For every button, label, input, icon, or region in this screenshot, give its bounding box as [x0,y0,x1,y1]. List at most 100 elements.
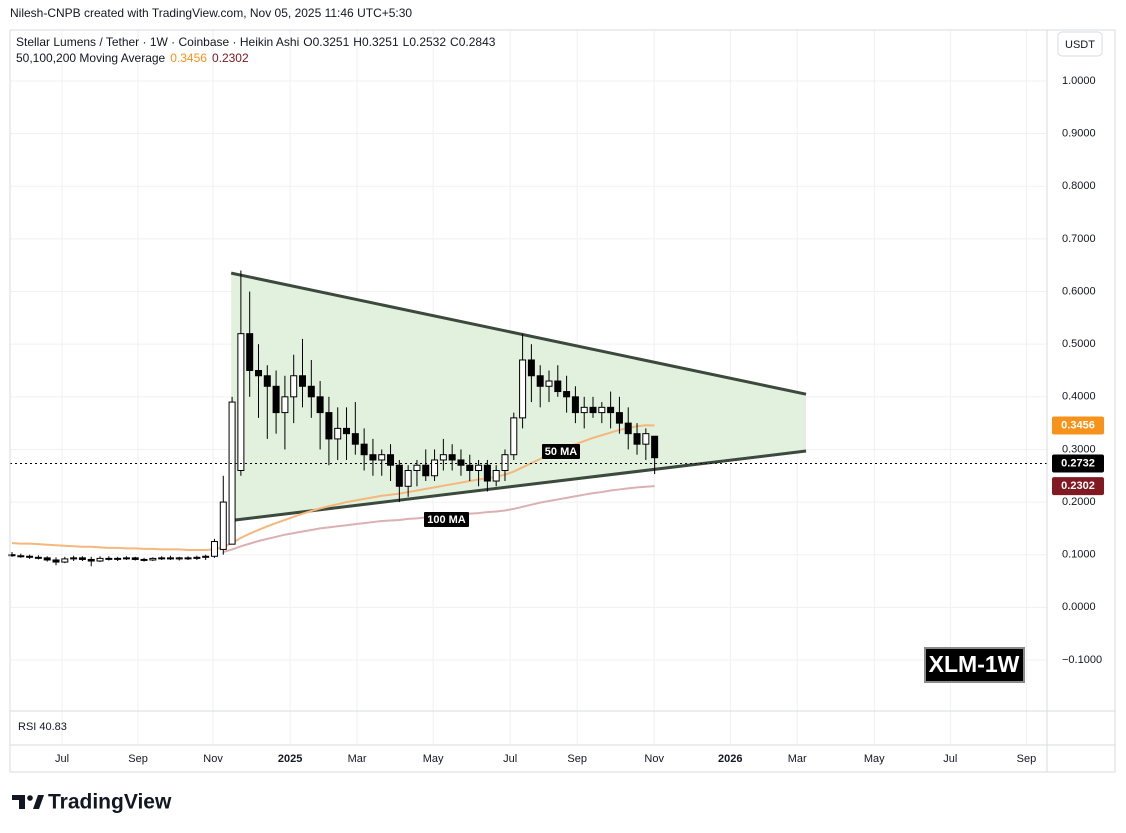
candle-body [87,558,95,562]
x-tick-label: Jul [943,753,957,765]
y-tick-label: 0.8000 [1062,180,1096,192]
ohlc-high: H0.3251 [353,35,399,49]
x-tick-label: Sep [1017,753,1037,765]
symbol-legend: Stellar Lumens / Tether · 1W · Coinbase … [16,35,496,49]
candle-body [316,396,324,414]
candle-body [387,454,395,466]
x-tick-label: Mar [788,753,807,765]
candle-body [26,555,34,558]
currency-button[interactable] [1057,31,1103,57]
price-badge [1052,477,1104,496]
y-tick-label: 0.4000 [1062,391,1096,403]
candle-body [422,464,430,477]
candle-body [615,412,623,424]
candle-body [510,417,518,456]
ma-label: 50 MA [545,446,577,458]
candle-body [325,412,333,440]
x-tick-label: Jul [503,753,517,765]
candle-body [633,433,641,445]
candle-body [413,464,421,471]
y-tick-label: 0.6000 [1062,285,1096,297]
candle-body [492,469,500,482]
ohlc-low: L0.2532 [403,35,447,49]
candle-body [580,406,588,414]
candle-body [122,557,130,560]
candle-body [360,443,368,456]
brand-logo [12,795,44,809]
ma-value: 0.3456 [170,51,207,65]
candle-body [219,501,227,550]
candle-body [105,557,113,560]
candle-body [501,454,509,471]
candles [8,270,659,567]
x-tick-label: Nov [203,753,223,765]
price-badge [1052,416,1104,435]
candle-body [210,541,218,557]
x-tick-label: May [864,753,885,765]
pattern-line [231,449,807,522]
candle-body [483,464,491,482]
ohlc-close: C0.2843 [450,35,496,49]
candle-body [263,375,271,387]
candle-body [166,557,174,560]
candle-body [395,464,403,487]
candle-body [554,380,562,393]
x-tick-label: May [423,753,444,765]
x-tick-label: Sep [567,753,587,765]
candle-body [351,433,359,445]
candle-body [624,422,632,435]
candle-body [131,557,139,560]
y-tick-label: 0.5000 [1062,338,1096,350]
candle-body [369,454,377,461]
candle-body [563,391,571,398]
pattern-line [230,271,807,396]
candle-body [642,433,650,445]
candle-body [184,557,192,560]
candle-body [466,464,474,471]
candle-body [334,427,342,440]
candle-body [52,559,60,563]
candle-body [343,427,351,435]
logo-mark [12,795,25,809]
candle-body [307,385,315,398]
candle-body [78,557,86,560]
price-badge [1052,454,1104,473]
grid [10,30,1047,745]
candle-body [175,557,183,560]
candle-body [598,406,606,414]
x-tick-label: Sep [128,753,148,765]
currency[interactable]: USDT [1065,39,1095,51]
y-tick-label: 0.7000 [1062,233,1096,245]
ma-title: 50,100,200 Moving Average [16,51,166,65]
candle-body [545,380,553,387]
candle-body [237,333,245,471]
chart-frame [9,29,1116,773]
candle-body [589,406,597,414]
candle-body [527,359,535,377]
candle-body [299,375,307,387]
candle-body [246,333,254,371]
candle-body [17,555,25,558]
x-tick-label: Nov [644,753,664,765]
ma-value: 0.2302 [212,51,249,65]
candle-body [281,396,289,414]
x-tick-label: Mar [348,753,367,765]
price-badge-label: 0.2302 [1061,480,1095,492]
y-tick-label: 0.9000 [1062,128,1096,140]
candle-body [378,454,386,461]
brand: TradingView [48,791,172,814]
candle-body [272,385,280,414]
y-tick-label: 0.0000 [1062,601,1096,613]
candle-body [607,406,615,414]
ma-label-box [542,444,580,459]
y-tick-label: 1.0000 [1062,75,1096,87]
x-tick-label: 2026 [718,753,742,765]
y-tick-label: 0.3000 [1062,443,1096,455]
watermark: XLM-1W [929,651,1020,677]
ma-label: 100 MA [427,514,466,526]
candle-body [8,554,16,557]
candle-body [96,557,104,562]
candle-body [70,557,78,560]
y-tick-label: 0.2000 [1062,496,1096,508]
